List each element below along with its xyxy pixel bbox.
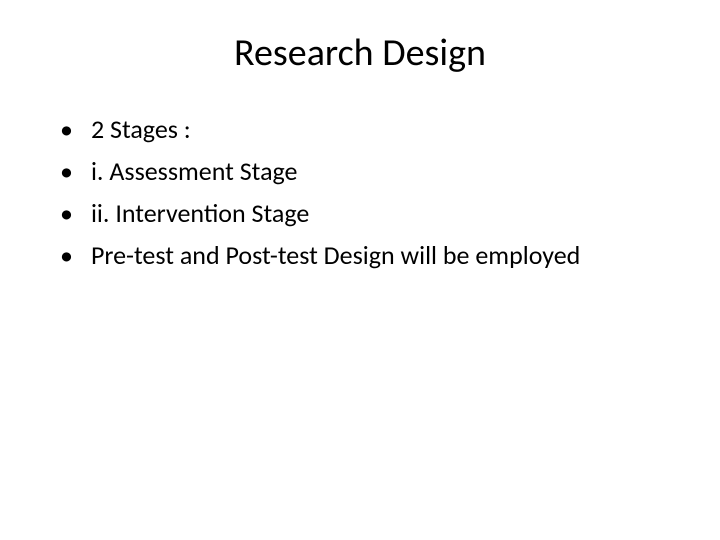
bullet-icon: • (60, 111, 73, 147)
list-item: • ii. Intervention Stage (60, 195, 670, 231)
slide-container: Research Design • 2 Stages : • i. Assess… (0, 0, 720, 540)
bullet-text: 2 Stages : (91, 111, 191, 147)
bullet-icon: • (60, 195, 73, 231)
slide-title: Research Design (50, 30, 670, 76)
bullet-list: • 2 Stages : • i. Assessment Stage • ii.… (50, 111, 670, 273)
bullet-text: Pre-test and Post-test Design will be em… (91, 237, 580, 273)
bullet-text: i. Assessment Stage (91, 153, 298, 189)
bullet-text: ii. Intervention Stage (91, 195, 309, 231)
list-item: • i. Assessment Stage (60, 153, 670, 189)
bullet-icon: • (60, 237, 73, 273)
list-item: • Pre-test and Post-test Design will be … (60, 237, 670, 273)
bullet-icon: • (60, 153, 73, 189)
list-item: • 2 Stages : (60, 111, 670, 147)
